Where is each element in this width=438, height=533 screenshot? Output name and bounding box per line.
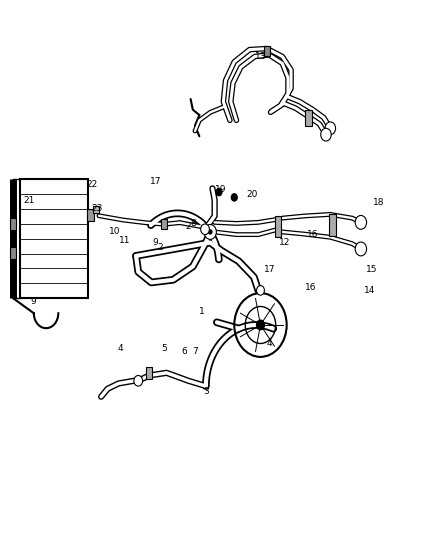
Text: 4: 4 [118,344,124,353]
Bar [11,219,16,230]
Bar [87,209,94,221]
Bar [329,214,336,236]
Bar [146,367,152,378]
Circle shape [204,224,216,239]
Text: 7: 7 [192,347,198,356]
Text: 21: 21 [23,196,35,205]
Text: 11: 11 [120,237,131,246]
Bar [264,46,270,56]
Circle shape [216,188,222,196]
Circle shape [325,122,336,135]
Text: 12: 12 [279,238,290,247]
Bar [275,216,281,237]
Text: 23: 23 [91,204,102,213]
Text: 17: 17 [150,177,162,186]
Circle shape [355,242,367,256]
Text: 10: 10 [109,228,120,237]
Text: 22: 22 [87,180,98,189]
Text: 3: 3 [203,387,209,396]
Circle shape [257,320,265,330]
Circle shape [134,375,143,386]
Text: 20: 20 [246,190,258,199]
Text: 6: 6 [181,347,187,356]
Text: 16: 16 [307,230,318,239]
Circle shape [321,128,331,141]
Text: 2: 2 [186,222,191,231]
Text: 9: 9 [153,238,159,247]
Text: 1: 1 [199,307,205,316]
Circle shape [201,224,209,235]
Text: 8: 8 [190,220,196,229]
Bar [161,220,167,229]
Bar [20,179,88,298]
Text: 14: 14 [364,286,375,295]
Text: 5: 5 [162,344,167,353]
Text: 13: 13 [255,52,266,61]
Bar [93,206,99,213]
Circle shape [208,230,212,234]
Text: 4: 4 [266,339,272,348]
Text: 2: 2 [157,244,163,253]
Circle shape [257,286,265,295]
Circle shape [355,215,367,229]
Circle shape [231,193,237,201]
Text: 19: 19 [215,185,227,194]
Text: 16: 16 [305,283,316,292]
Text: 9: 9 [31,296,36,305]
Text: 15: 15 [366,265,378,273]
Bar [305,110,311,126]
Bar [11,247,16,259]
Text: 18: 18 [373,198,384,207]
Text: 17: 17 [264,265,275,273]
